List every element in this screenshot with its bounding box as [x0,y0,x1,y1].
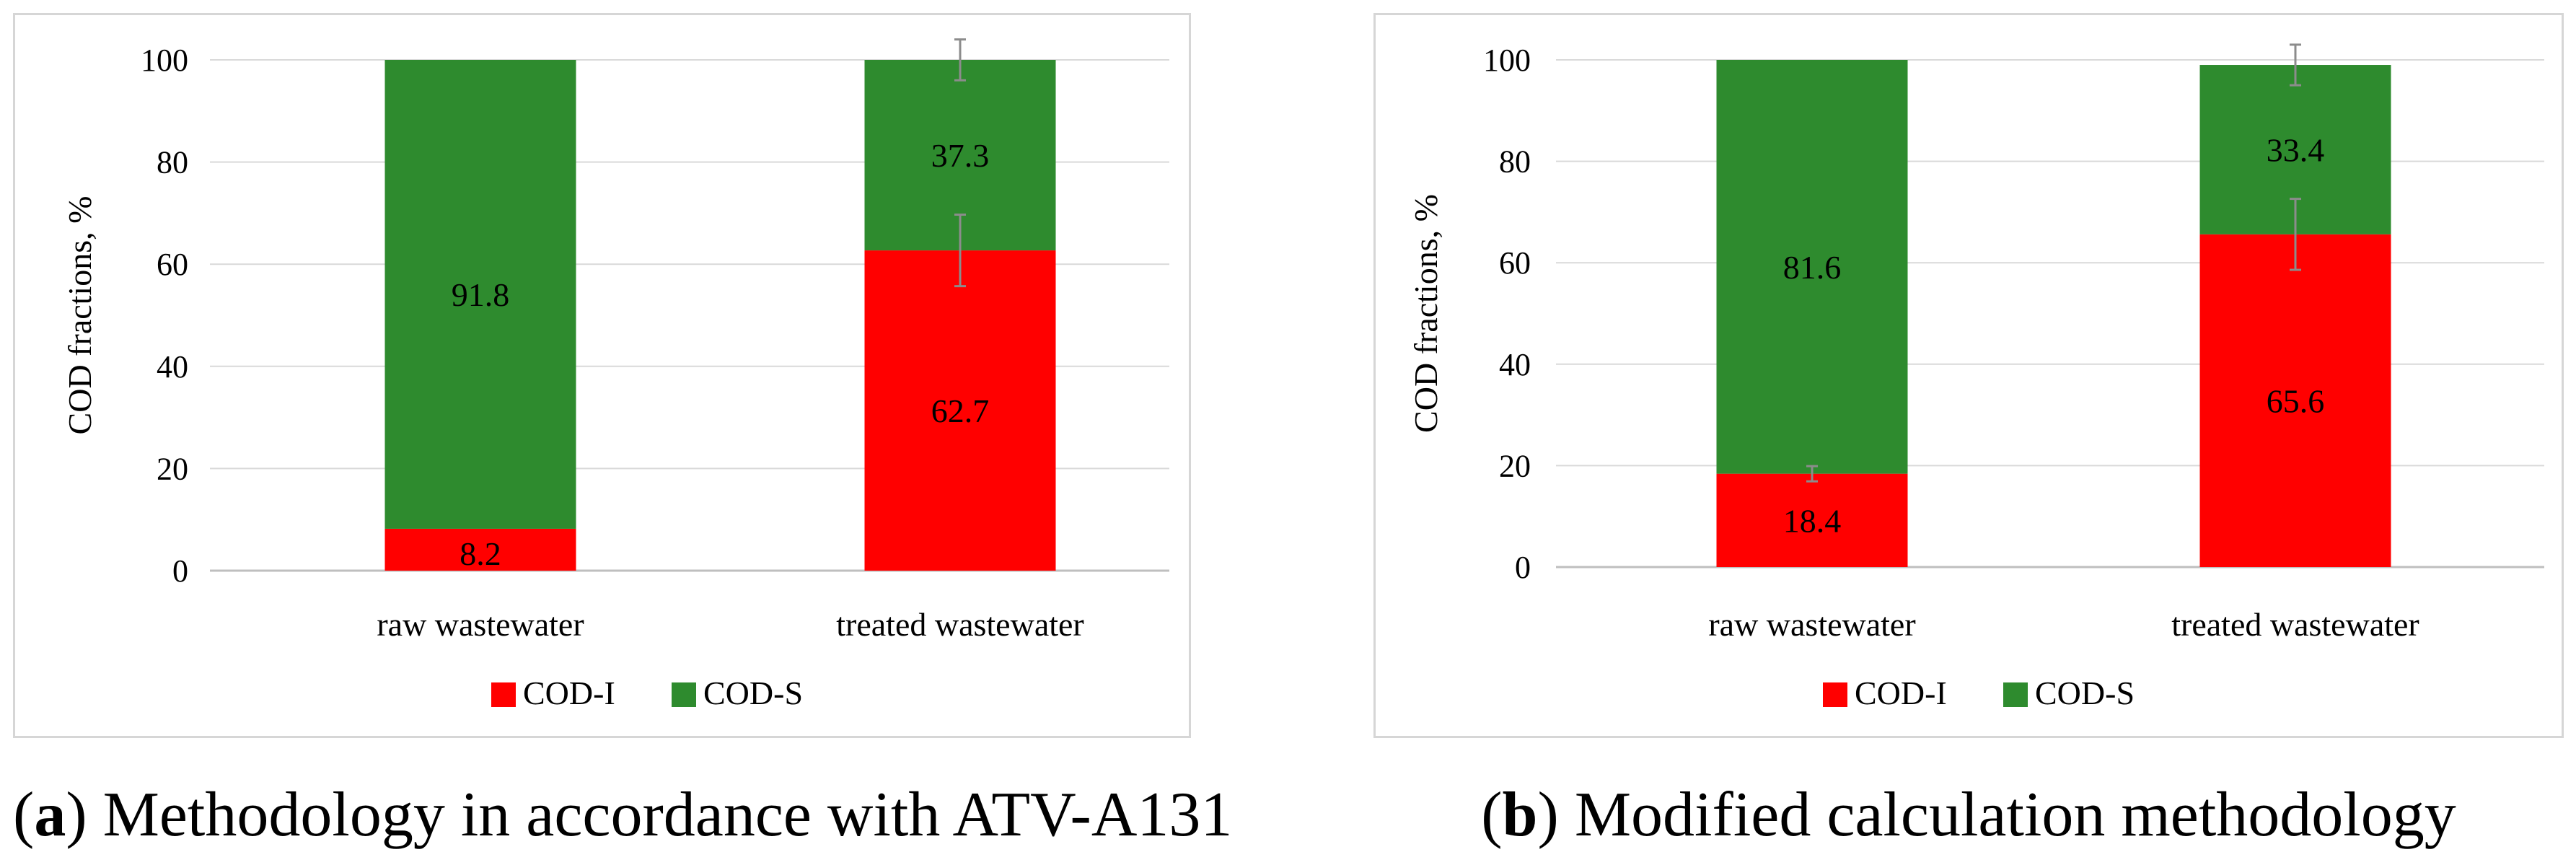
chart-a-category-label-0: raw wastewater [377,606,584,643]
chart-panel-a: 0 20 40 60 80 100 COD fractions, % 8.2 91.8 raw w… [13,13,1191,738]
chart-b-y-axis-label: COD fractions, % [1407,194,1444,433]
chart-b-bar-cod-i-0 [1716,473,1908,567]
chart-b-legend-swatch-cod-i [1823,682,1847,707]
caption-b: (b) Modified calculation methodology [1481,780,2456,850]
chart-a-category-label-1: treated wastewater [836,606,1084,643]
chart-a-legend-label-cod-s: COD-S [703,675,803,711]
chart-a-bar-cod-i-1 [864,250,1056,571]
chart-a-data-label-cod-s-0: 91.8 [452,276,510,313]
chart-b-legend-label-cod-i: COD-I [1855,675,1947,711]
chart-b-legend-swatch-cod-s [2003,682,2028,707]
chart-a-y-tick-label: 80 [157,145,188,180]
chart-b-bar-cod-s-0 [1716,60,1908,474]
chart-a-y-tick-label: 20 [157,451,188,486]
caption-a-letter: a [34,780,66,850]
chart-b-data-label-cod-s-0: 81.6 [1783,249,1842,286]
chart-a-data-label-cod-i-1: 62.7 [931,392,990,429]
chart-b-y-tick-label: 0 [1515,550,1531,585]
chart-b-data-label-cod-i-0: 18.4 [1783,502,1842,539]
chart-a-y-tick-label: 60 [157,247,188,282]
chart-a-legend-swatch-cod-s [672,682,696,707]
chart-b-legend-label-cod-s: COD-S [2035,675,2135,711]
chart-a-legend-label-cod-i: COD-I [523,675,615,711]
chart-b-svg: 0 20 40 60 80 100 COD fractions, % 18.4 81.6 raw … [1407,43,2544,711]
chart-a-svg: 0 20 40 60 80 100 COD fractions, % 8.2 91.8 raw w… [61,38,1169,711]
chart-b-y-tick-label: 80 [1499,144,1531,180]
chart-b-category-label-0: raw wastewater [1708,606,1915,643]
chart-b-y-tick-label: 40 [1499,347,1531,382]
caption-b-letter: b [1502,780,1538,850]
caption-a-text: Methodology in accordance with ATV-A131 [87,780,1233,850]
chart-a-y-tick-label: 40 [157,349,188,385]
chart-b-y-tick-label: 100 [1483,43,1531,78]
caption-b-text: Modified calculation methodology [1558,780,2456,850]
chart-a-legend-swatch-cod-i [491,682,516,707]
chart-a-y-axis-label: COD fractions, % [61,196,98,435]
chart-a-data-label-cod-s-1: 37.3 [931,137,990,174]
chart-a-y-tick-label: 100 [141,43,188,78]
chart-a-bar-cod-i-0 [384,528,576,571]
chart-a-data-label-cod-i-0: 8.2 [460,535,501,572]
chart-b-category-label-1: treated wastewater [2171,606,2419,643]
chart-a-bar-cod-s-0 [384,60,576,529]
chart-b-data-label-cod-i-1: 65.6 [2267,382,2325,419]
caption-a: (a) Methodology in accordance with ATV-A… [13,780,1233,850]
chart-b-y-tick-label: 60 [1499,245,1531,281]
chart-b-bar-cod-i-1 [2199,234,2391,567]
chart-b-data-label-cod-s-1: 33.4 [2267,131,2325,168]
chart-a-y-tick-label: 0 [172,553,188,589]
chart-b-y-tick-label: 20 [1499,448,1531,483]
chart-panel-b: 0 20 40 60 80 100 COD fractions, % 18.4 81.6 raw … [1373,13,2564,738]
